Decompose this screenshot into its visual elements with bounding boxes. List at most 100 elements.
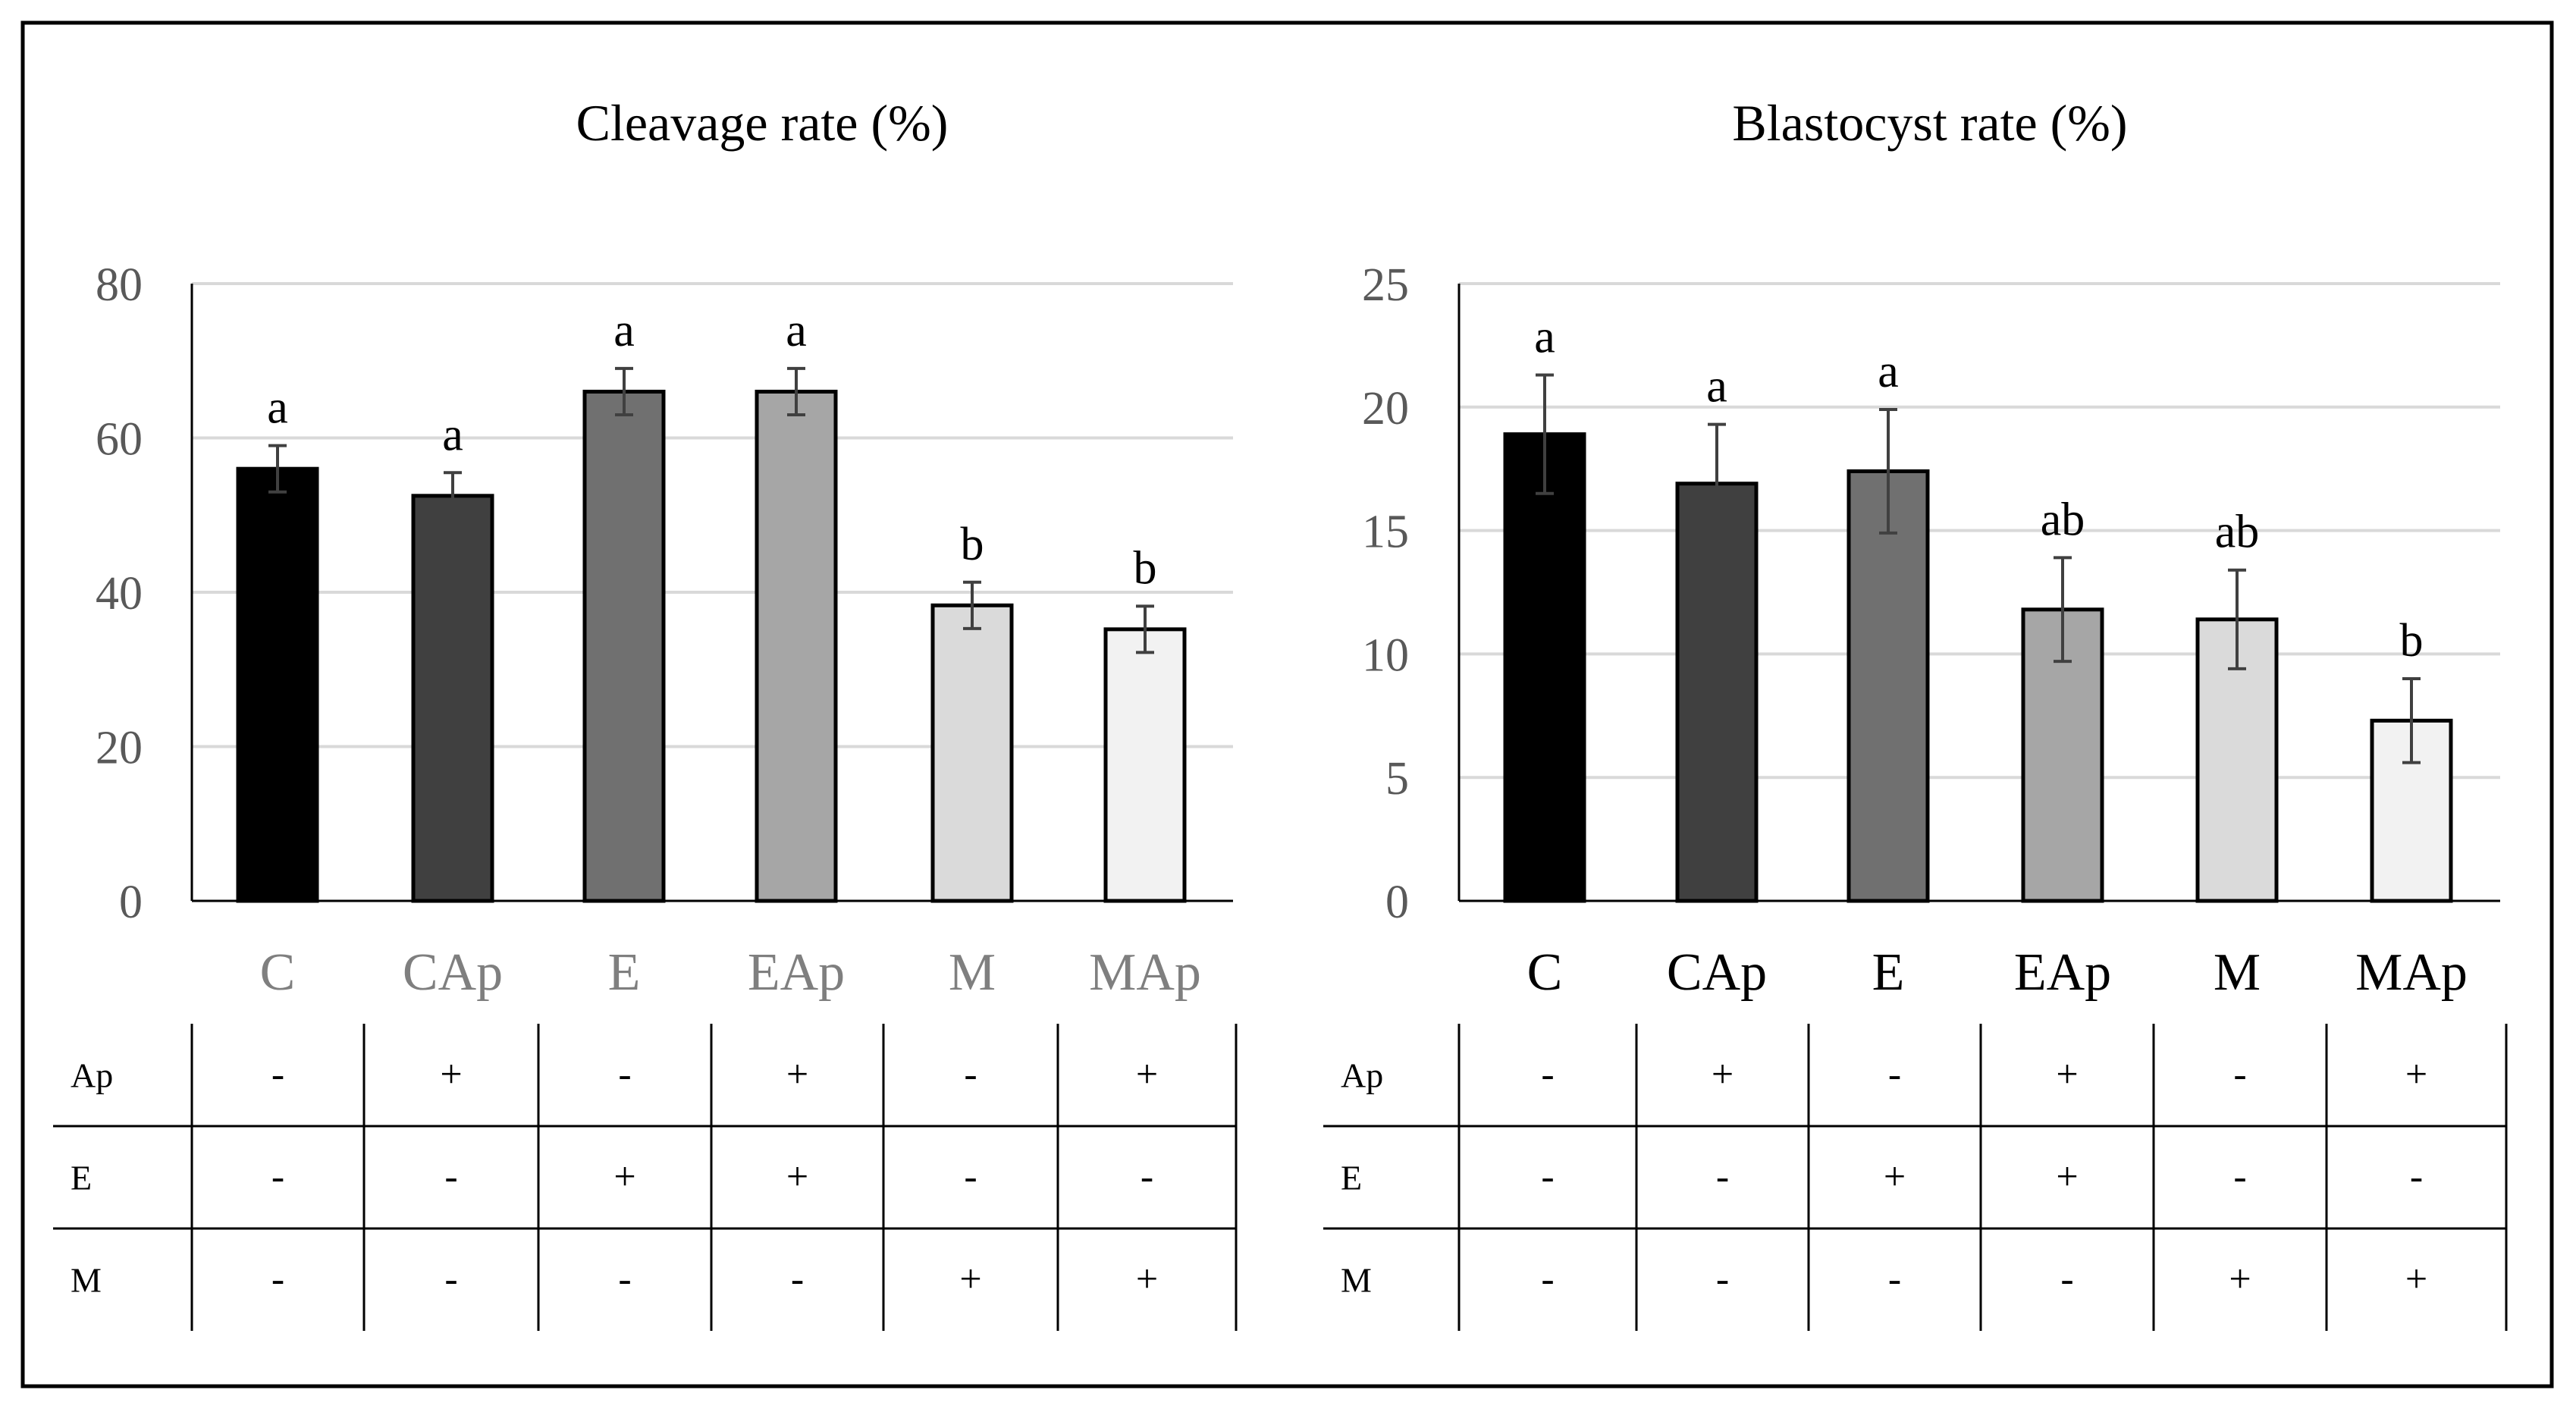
table-cell-sign: +: [613, 1156, 635, 1199]
y-tick-labels: 0 5 10 15 20 25: [1362, 259, 1409, 928]
y-tick-label: 10: [1362, 629, 1409, 681]
significance-label: b: [1134, 542, 1157, 594]
error-bars: [1536, 373, 2421, 764]
treatment-table: Ap - + - + - + E - - + + - - M - - - - + +: [1323, 1024, 2508, 1331]
significance-label: a: [613, 305, 635, 356]
x-tick-label: M: [949, 943, 996, 1002]
table-cell-sign: +: [2405, 1053, 2427, 1097]
table-cell-sign: +: [2056, 1156, 2078, 1199]
table-cell-sign: +: [2229, 1258, 2251, 1301]
table-cell-sign: -: [618, 1258, 631, 1301]
chart-title: Cleavage rate (%): [576, 94, 949, 152]
table-row-label: Ap: [1341, 1056, 1383, 1095]
y-tick-label: 15: [1362, 507, 1409, 558]
x-tick-label: EAp: [748, 943, 845, 1002]
treatment-table: Ap - + - + - + E - - + + - - M - - - - + +: [53, 1024, 1238, 1331]
table-cell-sign: +: [2056, 1053, 2078, 1097]
table-cell-sign: +: [786, 1156, 808, 1199]
error-bars: [268, 366, 1154, 654]
table-cell-sign: +: [1884, 1156, 1906, 1199]
x-tick-label: M: [2214, 943, 2261, 1002]
table-cell-sign: +: [959, 1258, 981, 1301]
bar-cap: [1675, 482, 1759, 903]
table-cell-sign: -: [271, 1156, 284, 1199]
significance-label: a: [1534, 311, 1555, 362]
x-tick-label: MAp: [2355, 943, 2468, 1002]
significance-label: a: [1878, 346, 1899, 397]
table-cell-sign: -: [1141, 1156, 1153, 1199]
table-cell-sign: -: [2060, 1258, 2073, 1301]
significance-label: a: [267, 382, 288, 434]
significance-label: a: [442, 409, 463, 460]
table-cell-sign: -: [1888, 1258, 1901, 1301]
axes: [190, 284, 1233, 902]
x-tick-label: C: [260, 943, 296, 1002]
bars: [236, 389, 1187, 903]
table-cell-sign: -: [271, 1258, 284, 1301]
table-row-label: Ap: [71, 1056, 113, 1095]
table-cell-sign: -: [964, 1156, 977, 1199]
table-cell-sign: +: [2405, 1258, 2427, 1301]
significance-labels: a a a a b b: [267, 305, 1156, 594]
significance-label: b: [961, 519, 984, 570]
axes: [1457, 284, 2500, 902]
table-cell-sign: -: [1541, 1053, 1554, 1097]
x-tick-label: EAp: [2014, 943, 2111, 1002]
y-tick-label: 0: [119, 877, 143, 928]
significance-label: ab: [2215, 507, 2260, 558]
table-cell-sign: -: [1541, 1258, 1554, 1301]
significance-labels: a a a ab ab b: [1534, 311, 2423, 666]
x-tick-label: C: [1527, 943, 1563, 1002]
x-tick-label: CAp: [1667, 943, 1767, 1002]
table-cell-sign: -: [271, 1053, 284, 1097]
x-tick-label: E: [1872, 943, 1905, 1002]
bar-cap: [411, 494, 494, 903]
gridlines: [192, 282, 1233, 748]
table-row-label: E: [1341, 1159, 1362, 1197]
y-tick-label: 80: [96, 259, 143, 311]
y-tick-label: 0: [1385, 877, 1409, 928]
y-tick-label: 5: [1385, 753, 1409, 805]
significance-label: ab: [2041, 494, 2085, 545]
table-cell-sign: -: [791, 1258, 804, 1301]
y-tick-label: 25: [1362, 259, 1409, 311]
bar-c: [236, 466, 319, 903]
table-cell-sign: -: [618, 1053, 631, 1097]
bar-e: [582, 389, 666, 903]
y-tick-label: 20: [1362, 383, 1409, 435]
table-cell-sign: +: [1136, 1258, 1158, 1301]
bar-map: [1103, 627, 1187, 903]
figure-border: [20, 20, 2554, 1388]
chart-title: Blastocyst rate (%): [1732, 94, 2127, 152]
cleavage-rate-panel: Cleavage rate (%) 0 20 40 60 80 a a a a b b C CAp E…: [53, 94, 1238, 1331]
table-cell-sign: -: [1716, 1156, 1729, 1199]
x-tick-label: E: [608, 943, 641, 1002]
table-cell-sign: -: [1541, 1156, 1554, 1199]
x-tick-label: CAp: [403, 943, 503, 1002]
x-tick-labels: C CAp E EAp M MAp: [260, 943, 1201, 1002]
table-row-label: M: [71, 1261, 102, 1300]
bar-e: [1846, 469, 1930, 903]
table-cell-sign: -: [1716, 1258, 1729, 1301]
table-cell-sign: -: [444, 1258, 457, 1301]
y-tick-labels: 0 20 40 60 80: [96, 259, 143, 928]
significance-label: b: [2400, 615, 2424, 667]
table-cell-sign: +: [440, 1053, 462, 1097]
bar-m: [930, 603, 1014, 903]
y-tick-label: 20: [96, 723, 143, 774]
x-tick-labels: C CAp E EAp M MAp: [1527, 943, 2468, 1002]
table-cell-sign: -: [964, 1053, 977, 1097]
table-cell-sign: +: [1136, 1053, 1158, 1097]
table-row-label: M: [1341, 1261, 1372, 1300]
table-cell-sign: -: [2233, 1156, 2246, 1199]
bar-eap: [755, 389, 838, 903]
table-cell-sign: -: [1888, 1053, 1901, 1097]
table-cell-sign: +: [786, 1053, 808, 1097]
significance-label: a: [1706, 361, 1727, 413]
gridlines: [1459, 282, 2500, 780]
table-cell-sign: +: [1712, 1053, 1734, 1097]
table-cell-sign: -: [444, 1156, 457, 1199]
y-tick-label: 40: [96, 568, 143, 620]
